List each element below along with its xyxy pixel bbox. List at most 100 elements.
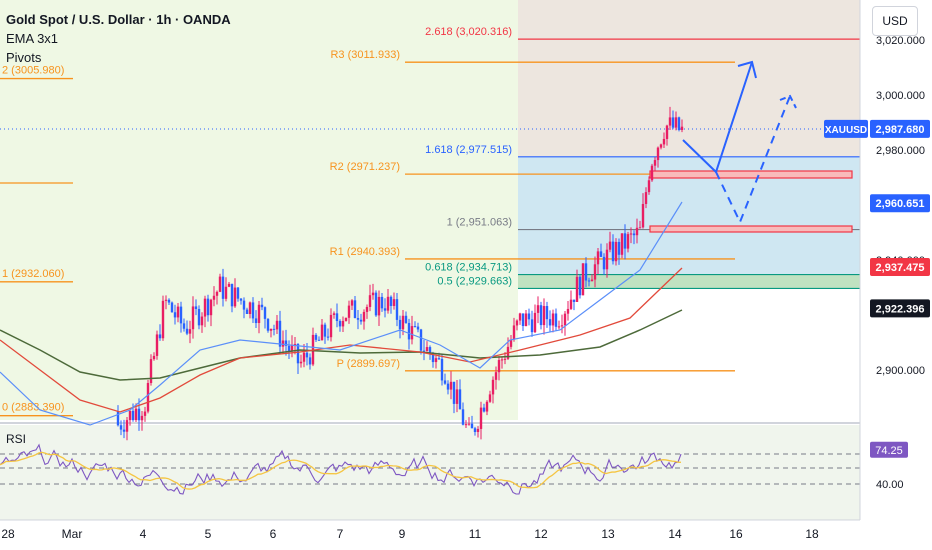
candle-body — [215, 291, 219, 296]
support-zone[interactable] — [649, 225, 853, 233]
symbol-title[interactable]: Gold Spot / U.S. Dollar · 1h · OANDA — [6, 12, 231, 27]
price-badge[interactable] — [870, 299, 930, 318]
candle-body — [614, 241, 618, 262]
candle-body — [398, 319, 402, 330]
candle-body — [239, 298, 243, 301]
rsi-value-badge[interactable] — [870, 441, 908, 458]
currency-button[interactable]: USD — [872, 6, 918, 36]
candle-body — [494, 372, 498, 380]
candle-body — [341, 320, 345, 327]
candle-body — [431, 354, 435, 363]
candle-body — [365, 306, 369, 312]
candle-body — [530, 319, 534, 333]
candle-body — [233, 287, 237, 307]
left-pivot-label: 0 (2883.390) — [2, 402, 64, 414]
rsi-indicator-label[interactable]: RSI — [6, 432, 27, 446]
candle-body — [449, 381, 453, 390]
candle-body — [599, 251, 603, 257]
candle-body — [413, 326, 417, 328]
candle-body — [221, 276, 225, 299]
price-badge-label: 2,937.475 — [876, 262, 925, 274]
candle-body — [401, 315, 405, 330]
candle-body — [146, 383, 150, 412]
candle-body — [188, 329, 192, 334]
candle-body — [266, 318, 270, 331]
candle-body — [575, 276, 579, 302]
candle-body — [650, 165, 654, 181]
projection-arrowhead-alt — [779, 94, 797, 109]
candle-body — [584, 263, 588, 281]
candle-body — [128, 410, 132, 421]
candle-body — [611, 241, 615, 262]
candle-body — [392, 299, 396, 306]
time-axis-label: 13 — [601, 527, 615, 541]
candle-body — [176, 306, 180, 318]
fib-label: 1.618 (2,977.515) — [425, 144, 512, 156]
candle-body — [677, 117, 681, 130]
candle-body — [305, 352, 309, 358]
candle-body — [674, 117, 678, 128]
pivots-indicator-label[interactable]: Pivots — [6, 50, 42, 65]
candle-body — [272, 328, 276, 330]
candle-body — [416, 326, 420, 330]
candle-body — [164, 299, 168, 301]
candle-body — [203, 298, 207, 317]
price-badge[interactable] — [870, 257, 930, 276]
symbol-badge[interactable] — [824, 119, 868, 138]
candle-body — [512, 325, 516, 340]
price-badge-label: 2,960.651 — [876, 198, 925, 210]
candle-body — [482, 407, 486, 412]
candle-body — [452, 381, 456, 404]
candle-body — [254, 318, 258, 324]
price-badge[interactable] — [870, 194, 930, 213]
candle-body — [191, 306, 195, 330]
candle-body — [374, 292, 378, 316]
projection-path-alt[interactable] — [715, 95, 791, 225]
time-axis-label: Mar — [62, 527, 83, 541]
candle-body — [479, 407, 483, 429]
candle-body — [212, 295, 216, 300]
candle-body — [296, 343, 300, 364]
candle-body — [251, 302, 255, 319]
projection-arrowhead — [737, 60, 757, 79]
candle-body — [263, 307, 267, 319]
candle-body — [371, 292, 375, 296]
candle-body — [527, 313, 531, 320]
candle-body — [410, 326, 414, 340]
candle-body — [134, 408, 138, 421]
candle-body — [461, 409, 465, 425]
candle-body — [497, 360, 501, 373]
rsi-ma-line — [0, 451, 682, 490]
candle-body — [242, 300, 246, 310]
candle-body — [257, 304, 261, 324]
fib-zone-top — [518, 0, 860, 157]
candle-body — [230, 283, 234, 307]
candle-body — [314, 334, 318, 340]
candle-body — [143, 411, 147, 416]
candle-body — [596, 251, 600, 265]
candle-body — [572, 299, 576, 302]
pane-divider — [0, 422, 860, 424]
ema-indicator-label[interactable]: EMA 3x1 — [6, 31, 59, 46]
pivot-label: R1 (2940.393) — [330, 246, 400, 258]
left-pivot-label: 2 (3005.980) — [2, 65, 64, 77]
candle-body — [593, 264, 597, 280]
resistance-zone[interactable] — [649, 170, 853, 179]
candle-body — [389, 296, 393, 306]
candle-body — [680, 126, 684, 130]
candle-body — [665, 125, 669, 139]
candle-body — [347, 305, 351, 318]
ema-fast-line — [0, 201, 683, 426]
candle-body — [458, 389, 462, 410]
candle-body — [587, 280, 591, 282]
candle-body — [539, 305, 543, 326]
candle-body — [473, 428, 477, 433]
price-badge[interactable] — [870, 119, 930, 138]
candle-body — [116, 411, 120, 426]
candle-body — [326, 336, 330, 338]
time-axis-bg — [0, 520, 860, 550]
candle-body — [656, 147, 660, 161]
candle-body — [437, 358, 441, 360]
candle-body — [653, 160, 657, 166]
